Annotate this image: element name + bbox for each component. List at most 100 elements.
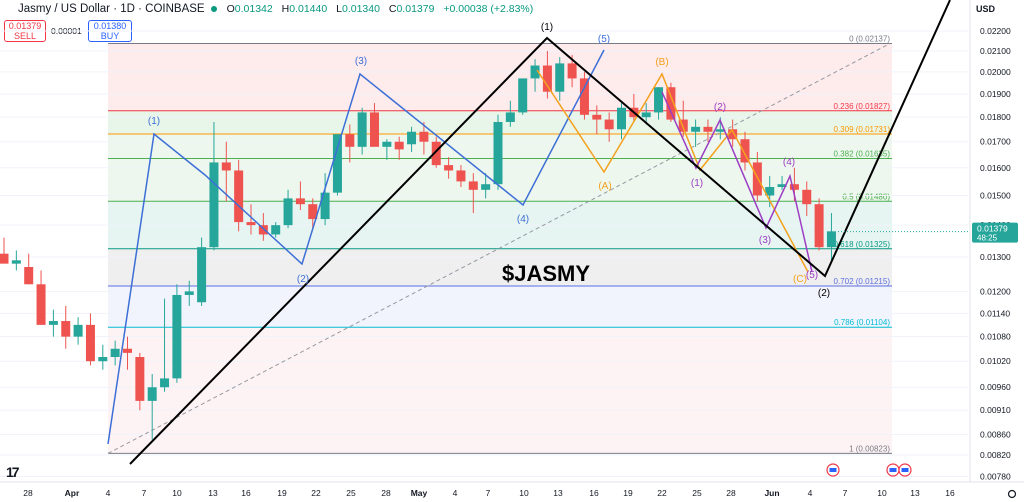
candle-body [357,112,367,147]
candle-body [703,126,713,132]
candle [542,50,552,99]
time-tick-label: 19 [277,488,287,498]
candle-body [666,87,676,120]
fib-zone [108,327,892,454]
candle-body [728,129,738,140]
candle-body [641,112,651,118]
candle-body [592,114,602,120]
time-tick-label: 25 [692,488,702,498]
chart-header: Jasmy / US Dollar · 1D · COINBASE O0.013… [0,0,539,18]
purple-wave-label: (5) [806,270,818,281]
sell-price: 0.01379 [8,21,42,31]
candle-body [0,253,9,264]
candle [592,105,602,135]
fib-level-label: 1 (0.00823) [849,444,890,453]
time-tick-label: 25 [346,488,356,498]
time-tick-label: 7 [486,488,491,498]
candle [234,159,244,232]
candle-body [752,162,762,196]
candle-body [48,321,58,325]
blue-wave-label: (4) [517,214,529,225]
blue-wave-path [107,49,605,445]
candle [0,237,9,264]
candle-body [456,170,466,182]
purple-wave-label: (2) [714,102,726,113]
candle [308,198,318,229]
candle [666,82,676,122]
candle-body [715,129,725,132]
candle-body [234,170,244,223]
low-value: 0.01340 [341,3,380,15]
candle [24,253,34,285]
candle-body [567,63,577,79]
candle [48,309,58,337]
candle-body [444,165,454,171]
blue-wave-label: (2) [297,274,309,285]
fib-level-label: 0.5 (0.01480) [842,192,890,201]
candle [604,112,614,142]
price-tick-label: 0.00960 [980,382,1011,392]
candle [518,78,528,115]
candle-body [160,378,170,388]
price-tick-label: 0.01700 [980,137,1011,147]
candle [98,344,108,370]
purple-wave-label: (3) [759,235,771,246]
candle-body [468,181,478,190]
candle [209,121,219,251]
fib-zone [108,286,892,328]
candle [703,119,713,142]
currency-selector[interactable]: USD [976,4,996,14]
orange-wave-label: (B) [655,57,668,68]
candle [160,298,170,392]
time-tick-label: 10 [172,488,182,498]
candle [184,280,194,306]
candle-body [691,126,701,132]
purple-wave-path [661,91,813,273]
fib-level-label: 0.382 (0.01635) [834,149,891,158]
high-key: H [281,3,290,15]
candle-body [431,141,441,166]
time-tick-label: Apr [65,488,80,498]
candle-body [481,184,491,190]
time-tick-label: 16 [945,488,955,498]
low-key: L [336,3,342,15]
orange-wave-path [536,69,809,273]
time-tick-label: 10 [877,488,887,498]
time-tick-label: 13 [910,488,920,498]
price-tick-label: 0.00860 [980,430,1011,440]
candle [505,100,515,127]
fib-level-label: 0 (0.02137) [849,34,890,43]
fib-zone [108,248,892,287]
candle [258,213,268,241]
candle-body [826,231,836,248]
fib-level-label: 0.309 (0.01731) [834,125,891,134]
candle [691,119,701,147]
fib-level-label: 0.786 (0.01104) [834,318,890,327]
time-tick-label: 13 [208,488,218,498]
candle [197,237,207,306]
time-tick-label: 16 [241,488,251,498]
candle-body [271,225,281,235]
purple-wave-label: (4) [783,157,795,168]
candle-body [73,324,83,337]
close-key: C [388,3,397,15]
fib-level-label: 0.702 (0.01215) [834,277,891,286]
candle-body [370,112,379,147]
fib-level-label: 0.618 (0.01325) [834,240,891,249]
blue-wave-label: (5) [598,34,610,45]
candle-body [654,87,664,113]
time-tick-label: 28 [23,488,33,498]
candle [826,213,836,261]
candle-body [765,187,775,196]
candle-body [209,162,219,248]
change-value: +0.00038 (+2.83%) [443,3,534,15]
candle-body [320,192,330,220]
symbol-title[interactable]: Jasmy / US Dollar · 1D · COINBASE [18,3,205,15]
price-tick-label: 0.01140 [980,308,1010,318]
candle [407,126,417,152]
candle-body [740,139,750,163]
primary-impulse-path [129,0,951,465]
candle-body [505,112,515,122]
last-price-value: 0.01379 [977,224,1008,234]
